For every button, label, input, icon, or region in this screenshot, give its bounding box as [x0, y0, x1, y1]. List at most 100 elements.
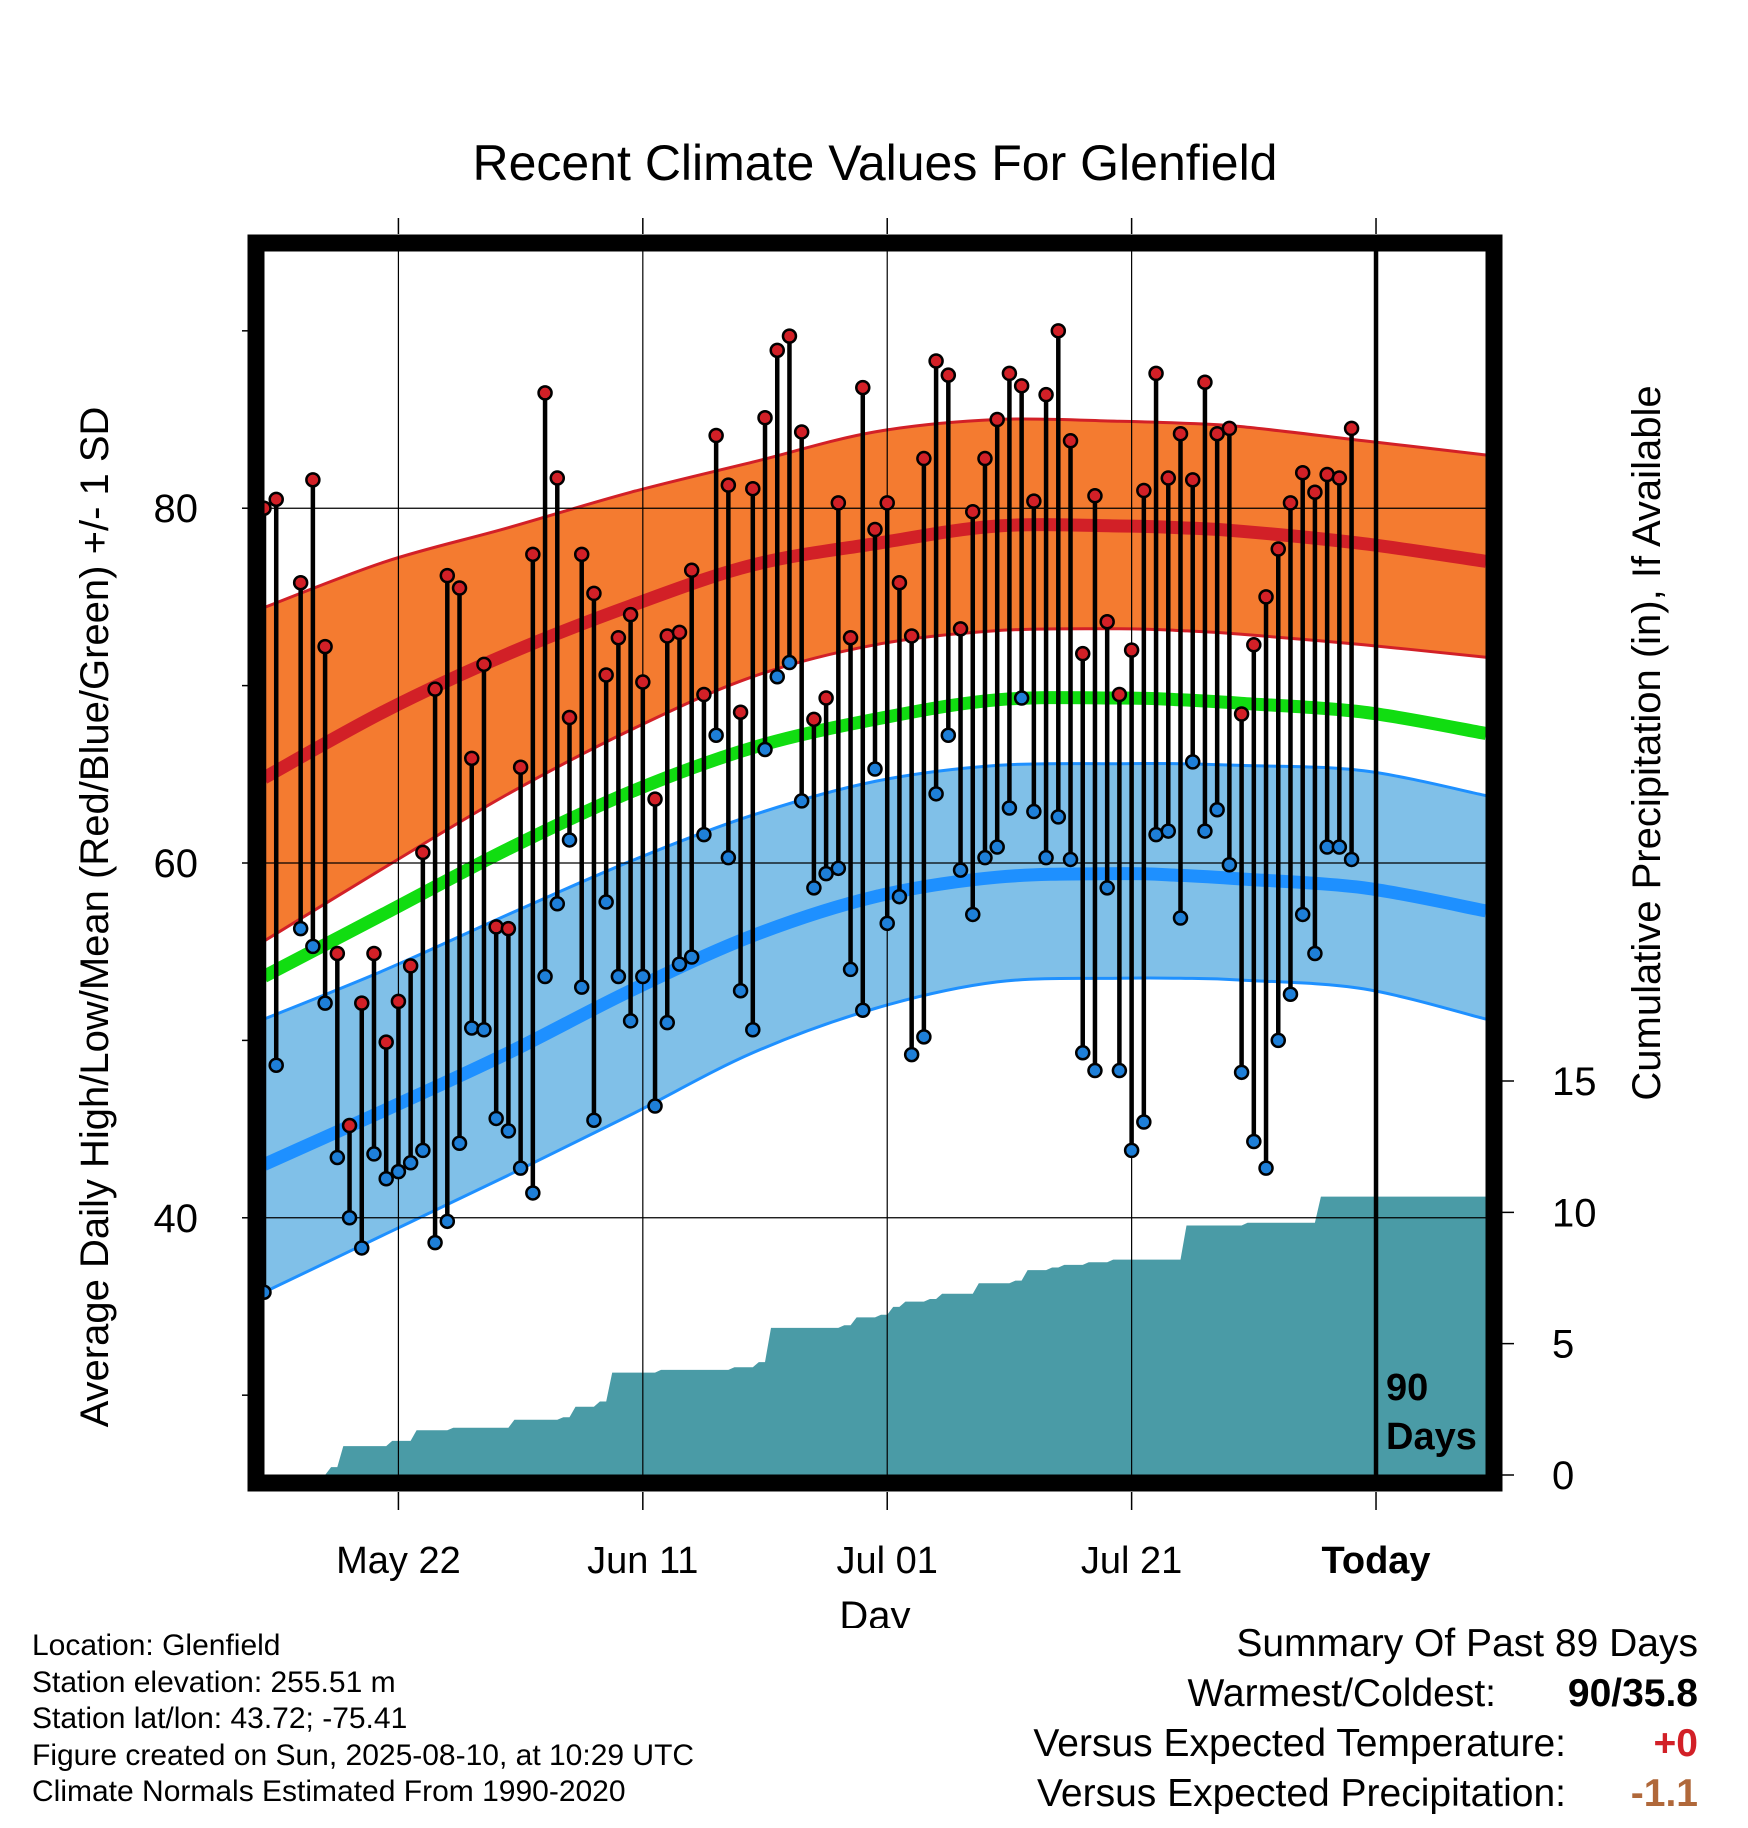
low-point — [292, 920, 309, 937]
low-point — [806, 880, 822, 896]
high-point — [1013, 378, 1030, 394]
low-point — [842, 961, 859, 978]
high-point — [439, 567, 456, 584]
high-point — [842, 629, 859, 646]
high-point — [415, 844, 431, 861]
y-tick-label: 80 — [154, 487, 199, 531]
high-point — [671, 624, 688, 641]
high-point — [1111, 686, 1128, 703]
high-point — [1197, 374, 1213, 391]
high-point — [879, 495, 895, 511]
elevation-text: Station elevation: 255.51 m — [32, 1665, 396, 1699]
low-point — [793, 793, 810, 809]
low-point — [476, 1021, 492, 1038]
low-point — [977, 849, 993, 866]
high-point — [1062, 433, 1079, 449]
x-tick-label: Jul 21 — [1081, 1540, 1182, 1582]
low-point — [671, 956, 688, 972]
low-point — [1038, 849, 1054, 866]
low-point — [415, 1142, 431, 1159]
high-point — [512, 759, 529, 775]
normals-text: Climate Normals Estimated From 1990-2020 — [32, 1775, 626, 1808]
y-tick-label: 60 — [154, 842, 199, 886]
high-point — [1209, 425, 1225, 442]
high-point — [928, 353, 944, 369]
high-point — [745, 480, 761, 497]
high-point — [818, 690, 834, 706]
high-point — [1307, 484, 1323, 501]
plot-content: 90 Days — [264, 0, 1486, 1475]
high-point — [264, 500, 272, 516]
low-point — [1270, 1032, 1287, 1049]
high-point — [1074, 645, 1091, 662]
low-point — [659, 1014, 676, 1031]
x-axis-label: Day — [839, 1594, 910, 1628]
low-point — [818, 865, 834, 882]
high-point — [1172, 425, 1189, 442]
low-point — [1001, 800, 1018, 816]
low-point — [1307, 945, 1323, 962]
high-point — [1343, 420, 1360, 437]
x-tick-label: May 22 — [336, 1540, 461, 1582]
high-point — [549, 470, 566, 486]
low-point — [635, 968, 651, 985]
plot-area: 90 Days — [264, 0, 1486, 1475]
today-days-number: 90 — [1386, 1367, 1428, 1409]
high-point — [366, 945, 382, 962]
high-point — [1160, 470, 1177, 486]
y-tick-label: 40 — [154, 1197, 199, 1241]
low-point — [1233, 1064, 1250, 1081]
high-point — [1282, 495, 1299, 511]
high-point — [1246, 637, 1262, 653]
high-point — [268, 491, 284, 508]
y2-tick-label: 0 — [1552, 1454, 1574, 1498]
low-point — [305, 938, 321, 955]
low-point — [1050, 809, 1067, 825]
x-tick-label: Jun 11 — [587, 1540, 698, 1582]
low-point — [390, 1163, 407, 1180]
high-point — [1233, 706, 1250, 722]
low-point — [867, 761, 883, 777]
high-point — [1270, 541, 1287, 557]
high-point — [769, 342, 785, 359]
low-point — [1357, 0, 1370, 7]
versus-temp-label: Versus Expected Temperature: — [1033, 1722, 1566, 1765]
low-point — [830, 860, 847, 877]
latlon-text: Station lat/lon: 43.72; -75.41 — [32, 1702, 408, 1735]
high-point — [1026, 493, 1042, 509]
chart-title: Recent Climate Values For Glenfield — [473, 135, 1278, 191]
low-point — [317, 995, 333, 1011]
high-point — [1331, 470, 1348, 486]
low-point — [1013, 690, 1030, 706]
low-point — [1026, 803, 1042, 820]
high-point — [378, 1034, 394, 1050]
high-point — [586, 585, 602, 602]
high-point — [1148, 365, 1164, 382]
low-point — [341, 1210, 358, 1226]
high-point — [354, 995, 370, 1011]
low-point — [757, 741, 773, 758]
high-point — [965, 504, 981, 520]
low-point — [1343, 851, 1360, 868]
high-point — [1087, 488, 1103, 504]
low-point — [1258, 1160, 1274, 1176]
low-point — [463, 1020, 480, 1036]
low-point — [965, 906, 981, 923]
high-point — [476, 656, 492, 673]
high-point — [891, 574, 908, 591]
high-point — [305, 472, 321, 488]
high-point — [647, 791, 663, 807]
low-point — [1160, 823, 1177, 839]
climate-chart: Recent Climate Values For Glenfield 90 Da… — [73, 0, 1669, 1628]
low-point — [928, 786, 944, 802]
precip-area — [325, 1196, 1486, 1475]
high-point — [341, 1117, 358, 1134]
low-point — [1282, 986, 1299, 1003]
high-point — [635, 674, 651, 690]
high-point — [806, 711, 822, 728]
high-point — [488, 919, 504, 935]
high-point — [1357, 0, 1370, 7]
y2-tick-label: 10 — [1552, 1191, 1597, 1235]
low-point — [781, 654, 798, 671]
high-point — [1099, 613, 1115, 630]
